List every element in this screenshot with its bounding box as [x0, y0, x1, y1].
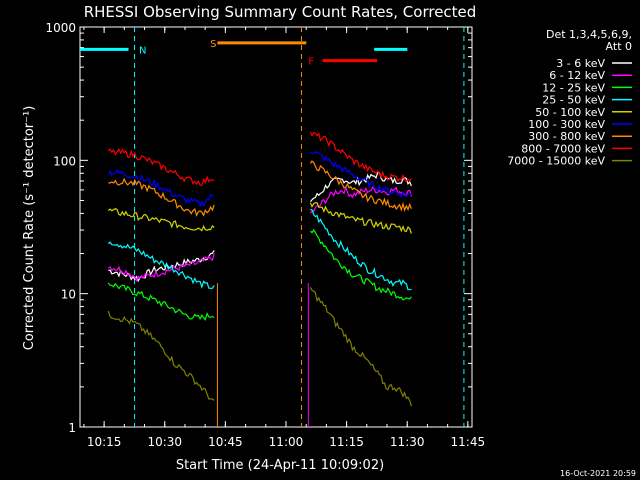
y-tick-label: 1: [68, 421, 76, 435]
series-line-4: [107, 208, 215, 232]
legend-label: 3 - 6 keV: [556, 57, 605, 70]
annotation-f-label: F: [308, 57, 314, 68]
y-tick-label: 10: [61, 288, 76, 302]
series-layer: [107, 131, 412, 407]
legend-label: 100 - 300 keV: [528, 118, 605, 131]
plot-frame: [79, 26, 473, 428]
series-line-5: [310, 151, 412, 198]
series-line-0: [108, 250, 215, 283]
annotation-n-label: N: [139, 45, 146, 56]
x-tick-label: 11:30: [390, 435, 425, 449]
x-tick-label: 11:15: [329, 435, 364, 449]
x-tick-label: 10:15: [87, 435, 122, 449]
series-line-4: [309, 202, 412, 234]
timestamp-footer: 16-Oct-2021 20:59: [560, 469, 636, 478]
x-tick-label: 11:45: [451, 435, 486, 449]
series-line-7: [309, 131, 412, 183]
annotation-layer: N S F: [80, 27, 465, 427]
legend-label: 300 - 800 keV: [528, 130, 605, 143]
series-line-3: [107, 241, 215, 289]
chart-title: RHESSI Observing Summary Count Rates, Co…: [84, 3, 477, 21]
series-line-8: [309, 287, 412, 407]
legend-label: 50 - 100 keV: [535, 106, 605, 119]
legend-header: Det 1,3,4,5,6,9,: [546, 28, 632, 41]
series-line-8: [107, 310, 215, 401]
y-axis-label: Corrected Count Rate (s⁻¹ detector⁻¹): [22, 106, 37, 351]
y-tick-label: 1000: [45, 21, 76, 35]
series-line-2: [107, 282, 215, 321]
series-line-5: [107, 169, 215, 208]
legend-attenuator: Att 0: [606, 40, 632, 53]
series-line-6: [108, 177, 215, 218]
series-line-0: [309, 172, 412, 203]
x-axis-label: Start Time (24-Apr-11 10:09:02): [176, 458, 384, 473]
legend-label: 7000 - 15000 keV: [507, 155, 605, 168]
axis-ticks: 10:15 10:30 10:45 11:00 11:15 11:30 11:45 1 10 10…: [45, 21, 485, 449]
legend-label: 6 - 12 keV: [549, 69, 605, 82]
annotation-s-label: S: [210, 39, 216, 50]
legend-label: 800 - 7000 keV: [521, 142, 605, 155]
series-line-1: [108, 253, 215, 283]
series-line-6: [309, 160, 412, 213]
x-tick-label: 10:30: [147, 435, 182, 449]
series-line-1: [309, 186, 412, 214]
legend-label: 12 - 25 keV: [542, 81, 605, 94]
series-line-3: [310, 208, 412, 291]
y-tick-label: 100: [53, 154, 76, 168]
series-line-2: [309, 228, 412, 301]
series-line-7: [107, 148, 215, 187]
x-tick-label: 11:00: [269, 435, 304, 449]
x-tick-label: 10:45: [208, 435, 243, 449]
legend-label: 25 - 50 keV: [542, 94, 605, 107]
